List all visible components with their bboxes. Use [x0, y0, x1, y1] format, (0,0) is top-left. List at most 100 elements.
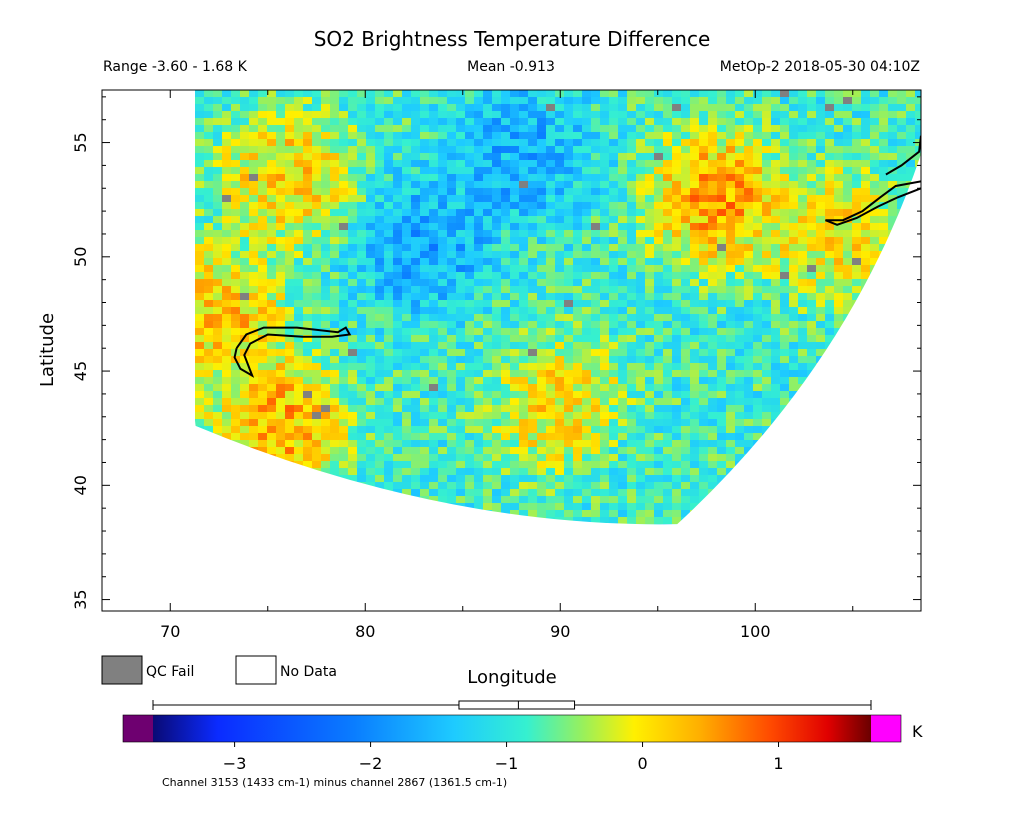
- swath-cell: [654, 265, 663, 272]
- swath-cell: [546, 174, 555, 181]
- swath-cell: [591, 90, 600, 97]
- swath-cell: [321, 160, 330, 167]
- swath-cell: [564, 209, 573, 216]
- swath-cell: [393, 272, 402, 279]
- swath-cell: [348, 447, 357, 454]
- swath-cell: [537, 517, 546, 524]
- swath-cell: [600, 314, 609, 321]
- swath-cell: [618, 237, 627, 244]
- swath-cell: [447, 510, 456, 517]
- swath-cell: [618, 307, 627, 314]
- swath-cell: [861, 391, 870, 398]
- swath-cell: [879, 356, 888, 363]
- swath-cell: [753, 349, 762, 356]
- swath-cell: [555, 440, 564, 447]
- swath-cell: [672, 202, 681, 209]
- swath-cell: [465, 349, 474, 356]
- swath-cell: [825, 342, 834, 349]
- swath-cell: [384, 370, 393, 377]
- swath-cell: [600, 286, 609, 293]
- swath-cell: [303, 216, 312, 223]
- swath-cell: [663, 412, 672, 419]
- swath-cell: [222, 433, 231, 440]
- swath-cell: [384, 426, 393, 433]
- swath-cell: [420, 468, 429, 475]
- swath-cell: [294, 314, 303, 321]
- swath-cell: [663, 279, 672, 286]
- swath-cell: [672, 328, 681, 335]
- swath-cell: [276, 370, 285, 377]
- swath-cell: [798, 195, 807, 202]
- swath-cell: [366, 489, 375, 496]
- swath-cell: [492, 328, 501, 335]
- swath-cell: [285, 251, 294, 258]
- swath-cell: [915, 125, 921, 132]
- swath-cell: [618, 223, 627, 230]
- swath-cell: [906, 321, 915, 328]
- swath-cell: [294, 139, 303, 146]
- swath-cell: [654, 188, 663, 195]
- swath-cell: [663, 377, 672, 384]
- swath-cell: [204, 314, 213, 321]
- swath-cell: [456, 97, 465, 104]
- swath-cell: [564, 384, 573, 391]
- swath-cell: [735, 496, 744, 503]
- swath-cell: [636, 188, 645, 195]
- swath-cell: [537, 300, 546, 307]
- swath-cell: [897, 489, 906, 496]
- swath-cell: [402, 216, 411, 223]
- swath-cell: [789, 174, 798, 181]
- swath-cell: [213, 195, 222, 202]
- swath-cell: [249, 461, 258, 468]
- swath-cell: [690, 356, 699, 363]
- swath-cell: [816, 503, 825, 510]
- swath-cell: [546, 139, 555, 146]
- swath-cell: [879, 307, 888, 314]
- swath-cell: [546, 482, 555, 489]
- swath-cell: [897, 111, 906, 118]
- swath-cell: [249, 286, 258, 293]
- swath-cell: [888, 475, 897, 482]
- swath-cell: [888, 440, 897, 447]
- swath-cell: [447, 405, 456, 412]
- swath-cell: [627, 461, 636, 468]
- swath-cell: [393, 230, 402, 237]
- swath-cell: [690, 440, 699, 447]
- swath-cell: [267, 328, 276, 335]
- swath-cell: [744, 405, 753, 412]
- swath-cell: [888, 286, 897, 293]
- swath-cell: [870, 300, 879, 307]
- swath-cell: [573, 349, 582, 356]
- swath-cell: [222, 335, 231, 342]
- swath-cell: [285, 370, 294, 377]
- swath-cell: [483, 104, 492, 111]
- swath-cell: [609, 433, 618, 440]
- swath-cell: [843, 314, 852, 321]
- swath-cell: [402, 153, 411, 160]
- swath-cell: [672, 251, 681, 258]
- swath-cell: [906, 265, 915, 272]
- swath-cell: [627, 139, 636, 146]
- swath-cell: [888, 111, 897, 118]
- swath-cell: [357, 293, 366, 300]
- swath-cell: [267, 517, 276, 524]
- swath-cell: [663, 293, 672, 300]
- swath-cell: [330, 405, 339, 412]
- swath-cell: [645, 384, 654, 391]
- swath-cell: [258, 391, 267, 398]
- swath-cell: [483, 342, 492, 349]
- swath-cell: [681, 244, 690, 251]
- swath-cell: [213, 475, 222, 482]
- swath-cell: [834, 139, 843, 146]
- swath-cell: [402, 230, 411, 237]
- swath-cell: [492, 90, 501, 97]
- swath-cell: [717, 314, 726, 321]
- swath-cell: [609, 111, 618, 118]
- swath-cell: [564, 174, 573, 181]
- swath-cell: [213, 363, 222, 370]
- swath-cell: [834, 125, 843, 132]
- swath-cell: [321, 447, 330, 454]
- swath-cell: [546, 447, 555, 454]
- swath-cell: [456, 139, 465, 146]
- swath-cell: [528, 265, 537, 272]
